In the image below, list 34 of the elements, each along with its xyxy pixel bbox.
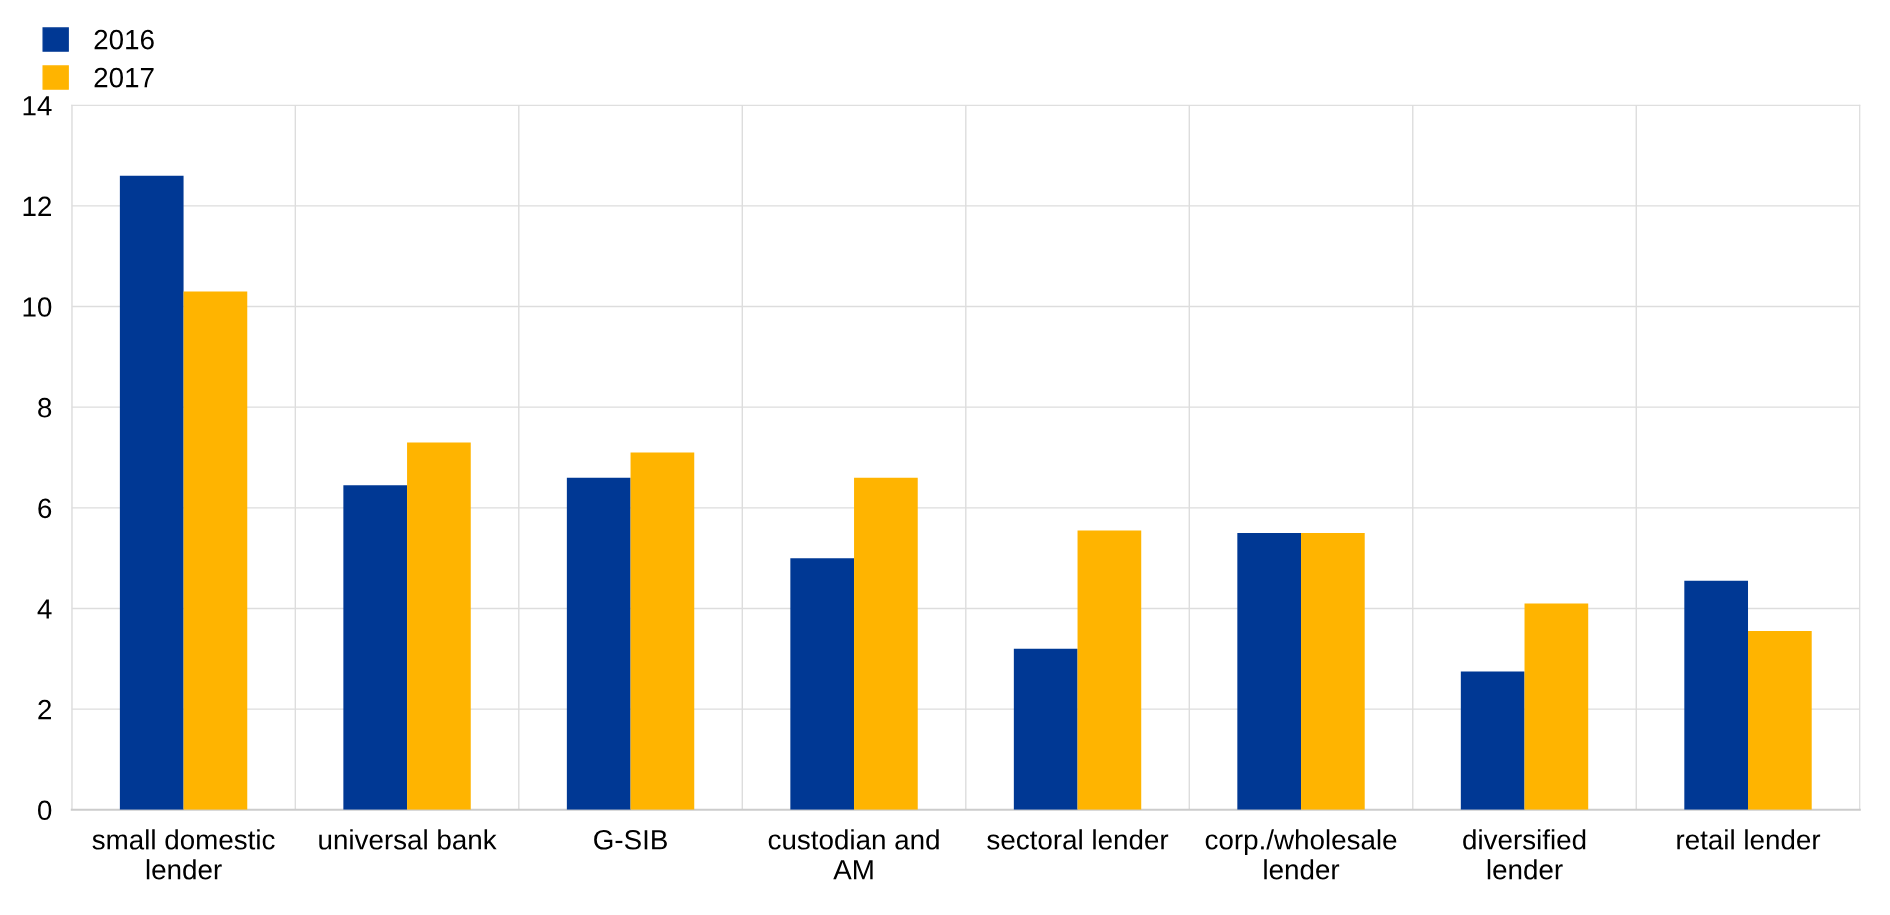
bar bbox=[1237, 532, 1302, 810]
bar bbox=[407, 442, 471, 810]
y-tick-label: 14 bbox=[23, 96, 52, 116]
bar bbox=[183, 291, 248, 810]
x-tick-label: corp./wholesale lender bbox=[1205, 829, 1397, 880]
bar bbox=[854, 477, 918, 810]
y-tick-label: 10 bbox=[23, 297, 52, 317]
bar bbox=[343, 485, 408, 810]
bar bbox=[790, 558, 855, 810]
legend-label: 2016 bbox=[94, 29, 154, 50]
legend-label: 2017 bbox=[94, 67, 154, 88]
bar bbox=[1077, 530, 1142, 810]
x-tick-label: small domestic lender bbox=[92, 829, 275, 880]
y-tick-label: 0 bbox=[38, 800, 52, 821]
bar bbox=[1684, 580, 1749, 810]
x-tick-label: retail lender bbox=[1677, 829, 1821, 850]
bar bbox=[1524, 603, 1589, 810]
x-tick-label: diversified lender bbox=[1463, 829, 1586, 880]
bar bbox=[1748, 631, 1812, 810]
bar bbox=[119, 175, 184, 810]
y-tick-label: 2 bbox=[38, 699, 51, 720]
y-tick-label: 8 bbox=[38, 397, 52, 418]
bar bbox=[1460, 671, 1525, 810]
x-tick-label: custodian and AM bbox=[768, 829, 939, 880]
bar bbox=[566, 477, 631, 810]
y-tick-label: 4 bbox=[37, 599, 52, 619]
x-tick-label: sectoral lender bbox=[987, 829, 1169, 850]
bar bbox=[1301, 532, 1365, 810]
bar bbox=[630, 452, 695, 810]
y-tick-label: 6 bbox=[38, 498, 52, 519]
x-tick-label: universal bank bbox=[319, 829, 497, 850]
bar bbox=[1013, 648, 1078, 810]
y-tick-label: 12 bbox=[23, 196, 51, 216]
x-tick-label: G-SIB bbox=[594, 829, 667, 850]
